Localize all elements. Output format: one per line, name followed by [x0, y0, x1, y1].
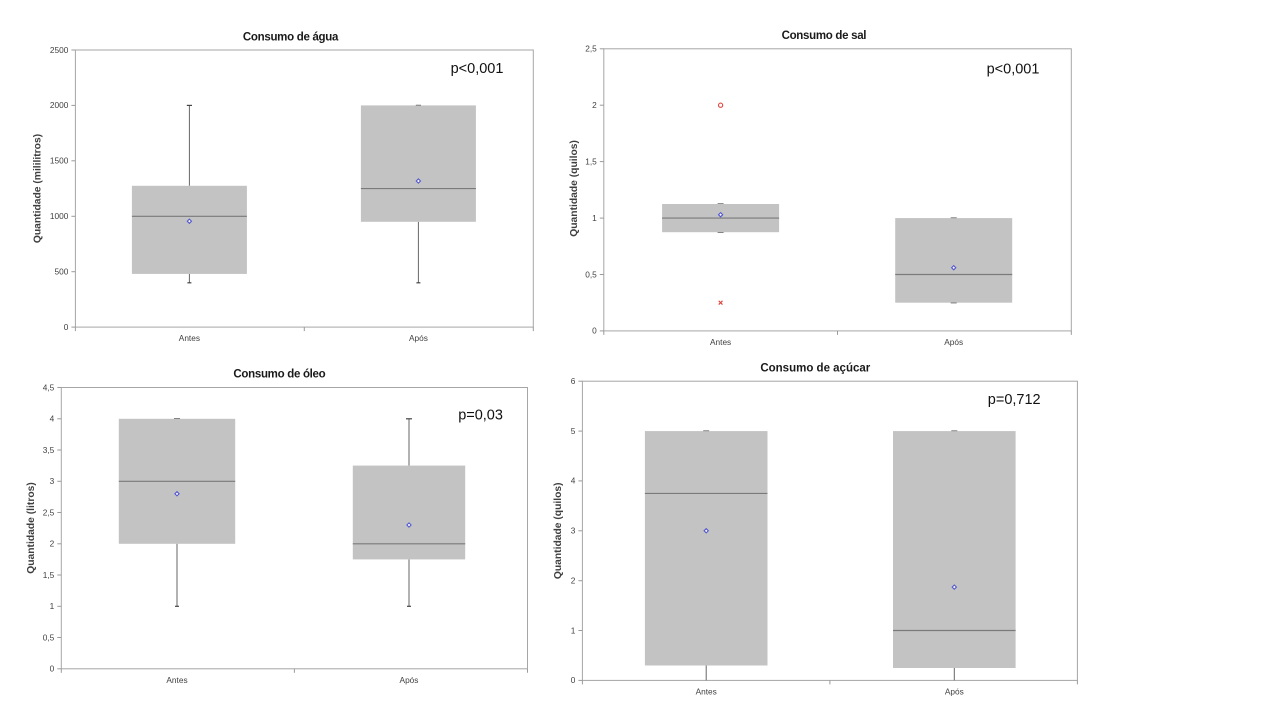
svg-text:3,5: 3,5 [43, 445, 55, 455]
svg-text:3: 3 [571, 526, 576, 536]
svg-text:Antes: Antes [710, 337, 731, 347]
svg-text:4,5: 4,5 [43, 382, 55, 392]
svg-text:Consumo de sal: Consumo de sal [782, 30, 867, 42]
svg-text:2,5: 2,5 [43, 507, 55, 517]
svg-text:Consumo de açúcar: Consumo de açúcar [760, 363, 870, 375]
svg-text:Após: Após [400, 675, 419, 685]
svg-text:1,5: 1,5 [585, 156, 597, 166]
svg-text:3: 3 [50, 476, 55, 486]
svg-text:Após: Após [409, 333, 428, 343]
svg-text:2500: 2500 [50, 45, 69, 55]
svg-text:2: 2 [592, 100, 597, 110]
svg-text:1: 1 [571, 625, 576, 635]
svg-text:500: 500 [55, 267, 69, 277]
svg-text:Consumo de óleo: Consumo de óleo [233, 368, 325, 380]
svg-text:4: 4 [571, 476, 576, 486]
svg-text:0,5: 0,5 [585, 269, 597, 279]
svg-text:0: 0 [592, 326, 597, 336]
svg-text:Quantidade (mililitros): Quantidade (mililitros) [33, 134, 44, 243]
svg-text:p<0,001: p<0,001 [987, 62, 1040, 78]
svg-text:Antes: Antes [179, 333, 200, 343]
svg-text:Antes: Antes [166, 675, 187, 685]
svg-text:0: 0 [571, 675, 576, 685]
svg-text:p=0,712: p=0,712 [988, 392, 1041, 408]
svg-text:Após: Após [945, 687, 964, 697]
svg-text:1,5: 1,5 [43, 570, 55, 580]
svg-text:2: 2 [571, 576, 576, 586]
svg-text:1000: 1000 [50, 211, 69, 221]
svg-text:0: 0 [64, 322, 69, 332]
svg-text:Consumo de água: Consumo de água [243, 32, 339, 44]
svg-text:2000: 2000 [50, 100, 69, 110]
svg-text:Antes: Antes [696, 687, 717, 697]
svg-text:Quantidade (quilos): Quantidade (quilos) [569, 140, 580, 237]
svg-text:2: 2 [50, 539, 55, 549]
svg-text:2,5: 2,5 [585, 44, 597, 54]
svg-text:6: 6 [571, 376, 576, 386]
svg-text:1500: 1500 [50, 156, 69, 166]
svg-text:0,5: 0,5 [43, 632, 55, 642]
svg-text:Quantidade (litros): Quantidade (litros) [26, 482, 37, 574]
svg-text:1: 1 [50, 601, 55, 611]
svg-text:Após: Após [944, 337, 963, 347]
svg-text:Quantidade (quilos): Quantidade (quilos) [553, 482, 564, 579]
svg-text:p=0,03: p=0,03 [458, 407, 503, 423]
svg-text:p<0,001: p<0,001 [451, 61, 504, 77]
svg-text:5: 5 [571, 426, 576, 436]
svg-text:1: 1 [592, 213, 597, 223]
svg-text:0: 0 [50, 664, 55, 674]
svg-text:4: 4 [50, 414, 55, 424]
